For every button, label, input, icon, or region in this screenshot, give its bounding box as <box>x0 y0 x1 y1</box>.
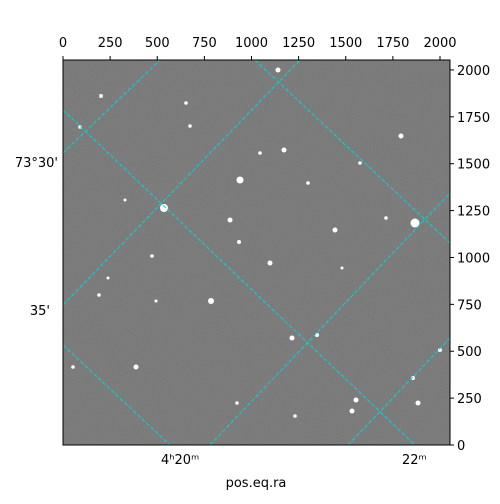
y-tick-label: 250 <box>457 392 482 407</box>
coordinate-grid <box>63 60 450 445</box>
plot-frame <box>62 59 451 446</box>
dec-grid-line <box>209 192 450 445</box>
x-tick-label: 2000 <box>423 36 456 51</box>
ra-grid-line <box>254 60 450 244</box>
x-tick-label: 500 <box>145 36 170 51</box>
y-tick-label: 1500 <box>457 158 490 173</box>
x-axis-label: pos.eq.ra <box>226 476 287 491</box>
x-tick-label: 0 <box>59 36 67 51</box>
x-tick-label: 1750 <box>376 36 409 51</box>
ra-grid-line <box>63 344 171 445</box>
x-tick-label: 1000 <box>235 36 268 51</box>
ra-grid-line <box>63 109 416 445</box>
x-wcs-label: 22ᵐ <box>402 453 427 468</box>
image <box>63 60 450 445</box>
dec-grid-line <box>347 337 450 445</box>
x-tick-label: 1250 <box>282 36 315 51</box>
dec-grid-line <box>63 60 161 154</box>
x-tick-label: 750 <box>192 36 217 51</box>
y-tick-label: 750 <box>457 298 482 313</box>
y-tick-label: 500 <box>457 345 482 360</box>
y-tick-label: 0 <box>457 439 465 454</box>
y-wcs-label: 73°30' <box>15 156 58 171</box>
y-wcs-label: 35' <box>30 304 50 319</box>
x-tick-label: 1500 <box>329 36 362 51</box>
x-tick-label: 250 <box>98 36 123 51</box>
y-tick-label: 1000 <box>457 251 490 266</box>
dec-grid-line <box>63 60 301 306</box>
y-tick-label: 1250 <box>457 205 490 220</box>
y-tick-label: 2000 <box>457 64 490 79</box>
x-wcs-label: 4ʰ20ᵐ <box>161 453 199 468</box>
stars <box>71 67 442 418</box>
y-tick-label: 1750 <box>457 111 490 126</box>
